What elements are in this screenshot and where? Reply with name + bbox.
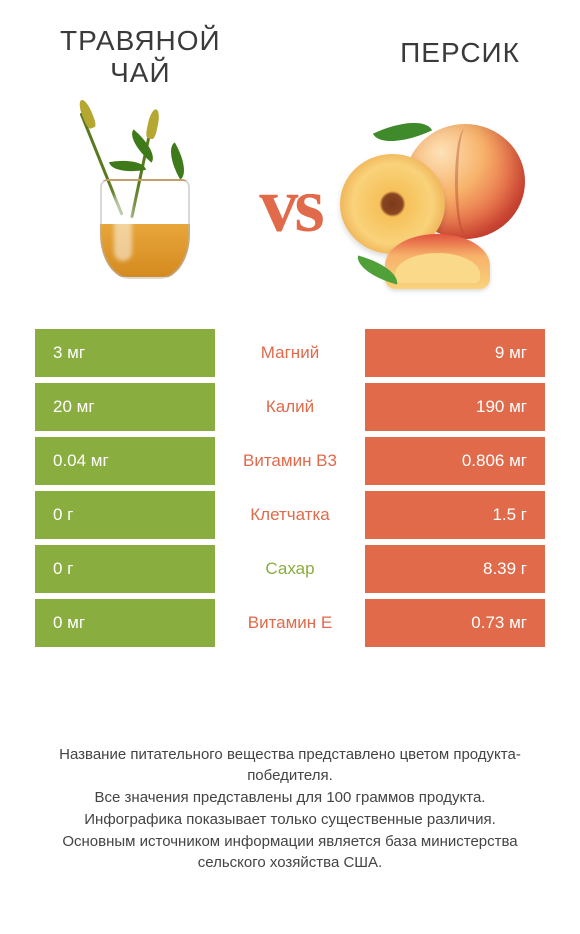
product-left-title-line2: чай <box>110 57 170 88</box>
product-right-image <box>340 109 530 299</box>
peach-icon <box>340 119 530 289</box>
value-right: 8.39 г <box>365 545 545 593</box>
value-left: 3 мг <box>35 329 215 377</box>
nutrient-label: Калий <box>215 383 365 431</box>
value-right: 0.73 мг <box>365 599 545 647</box>
nutrient-label: Витамин B3 <box>215 437 365 485</box>
table-row: 20 мгКалий190 мг <box>35 383 545 431</box>
value-right: 0.806 мг <box>365 437 545 485</box>
table-row: 0 гКлетчатка1.5 г <box>35 491 545 539</box>
herbal-tea-icon <box>90 129 200 279</box>
nutrient-label: Сахар <box>215 545 365 593</box>
value-right: 1.5 г <box>365 491 545 539</box>
table-row: 0 гСахар8.39 г <box>35 545 545 593</box>
value-left: 20 мг <box>35 383 215 431</box>
footnote-line: Инфографика показывает только существенн… <box>30 809 550 831</box>
vs-label: vs <box>259 160 320 250</box>
product-left-title-line1: Травяной <box>60 25 221 56</box>
value-left: 0 г <box>35 491 215 539</box>
nutrient-label: Витамин E <box>215 599 365 647</box>
value-right: 190 мг <box>365 383 545 431</box>
header: Травяной чай Персик <box>0 0 580 89</box>
images-row: vs <box>0 89 580 329</box>
table-row: 0.04 мгВитамин B30.806 мг <box>35 437 545 485</box>
value-left: 0 г <box>35 545 215 593</box>
footnote-line: Основным источником информации является … <box>30 831 550 875</box>
footnote-line: Название питательного вещества представл… <box>30 744 550 788</box>
table-row: 0 мгВитамин E0.73 мг <box>35 599 545 647</box>
table-row: 3 мгМагний9 мг <box>35 329 545 377</box>
value-left: 0 мг <box>35 599 215 647</box>
product-right-title: Персик <box>400 37 520 69</box>
comparison-table: 3 мгМагний9 мг20 мгКалий190 мг0.04 мгВит… <box>0 329 580 647</box>
footnote: Название питательного вещества представл… <box>0 744 580 875</box>
value-left: 0.04 мг <box>35 437 215 485</box>
footnote-line: Все значения представлены для 100 граммо… <box>30 787 550 809</box>
product-left-image <box>50 109 240 299</box>
value-right: 9 мг <box>365 329 545 377</box>
nutrient-label: Клетчатка <box>215 491 365 539</box>
product-left-title: Травяной чай <box>60 25 221 89</box>
nutrient-label: Магний <box>215 329 365 377</box>
